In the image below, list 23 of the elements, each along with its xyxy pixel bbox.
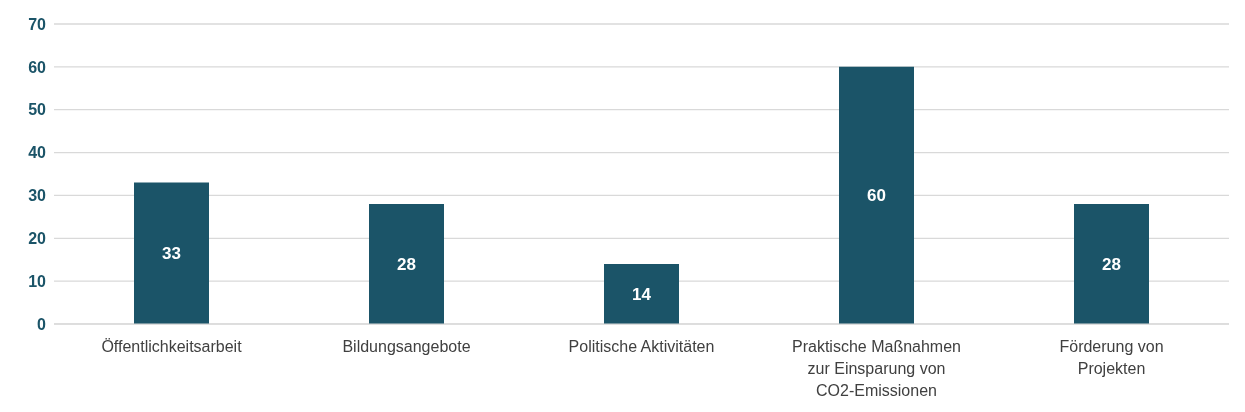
data-label: 28 xyxy=(397,255,416,275)
y-tick-label: 50 xyxy=(28,101,47,119)
y-tick-label: 40 xyxy=(28,144,47,162)
data-label: 33 xyxy=(162,244,181,264)
data-label: 28 xyxy=(1102,255,1121,275)
x-tick-label: Praktische Maßnahmen zur Einsparung von CO2-Emissionen xyxy=(792,338,961,399)
data-label: 60 xyxy=(867,186,886,206)
y-tick-label: 70 xyxy=(28,15,47,33)
y-tick-label: 30 xyxy=(28,187,47,205)
data-label: 14 xyxy=(632,285,652,305)
x-tick-label: Öffentlichkeitsarbeit xyxy=(101,338,243,355)
bar xyxy=(134,182,209,324)
x-tick-label: Politische Aktivitäten xyxy=(568,338,715,355)
y-tick-label: 10 xyxy=(28,272,47,290)
bar xyxy=(839,66,914,324)
bar xyxy=(604,264,679,324)
y-tick-label: 0 xyxy=(37,315,47,333)
bar xyxy=(369,204,444,324)
y-tick-label: 60 xyxy=(28,58,47,76)
x-tick-label: Bildungsangebote xyxy=(342,338,471,355)
bar xyxy=(1074,204,1149,324)
y-tick-label: 20 xyxy=(28,229,47,247)
x-tick-label: Förderung von Projekten xyxy=(1059,338,1164,377)
